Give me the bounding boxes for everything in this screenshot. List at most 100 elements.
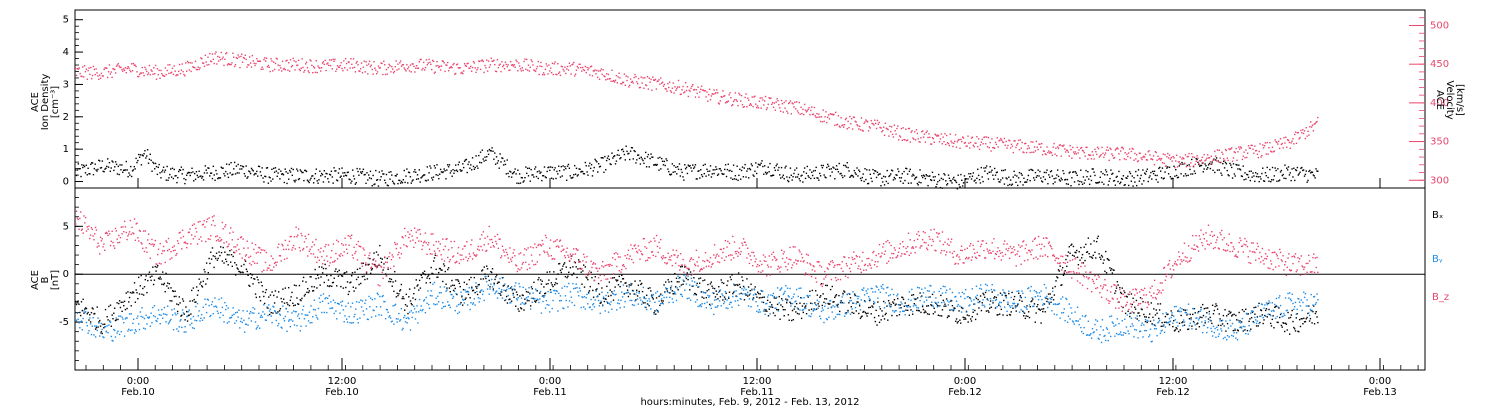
bx-point	[400, 283, 403, 286]
density-point	[968, 172, 970, 175]
bx-point	[546, 271, 548, 273]
velocity-point	[888, 135, 890, 137]
density-point	[1168, 166, 1171, 169]
bx-point	[1071, 254, 1074, 257]
velocity-point	[75, 74, 78, 77]
density-point	[1088, 178, 1090, 180]
bx-point	[1274, 305, 1277, 308]
density-point	[544, 176, 547, 178]
velocity-point	[643, 87, 645, 89]
velocity-point	[1081, 149, 1084, 152]
density-point	[238, 172, 240, 174]
by-point	[256, 326, 258, 329]
bx-point	[228, 254, 230, 256]
density-point	[309, 179, 311, 181]
density-point	[219, 177, 222, 179]
velocity-point	[313, 67, 316, 69]
bx-point	[552, 285, 554, 288]
bx-point	[1198, 326, 1201, 328]
bx-point	[673, 293, 675, 295]
bx-point	[787, 314, 790, 316]
density-point	[1064, 178, 1067, 181]
velocity-point	[1186, 156, 1188, 158]
velocity-point	[1017, 139, 1020, 142]
bx-point	[877, 301, 879, 303]
velocity-point	[976, 135, 978, 138]
bx-point	[924, 310, 926, 312]
bx-point	[423, 272, 425, 275]
bx-point	[809, 290, 811, 292]
bx-point	[931, 304, 933, 307]
by-point	[132, 322, 134, 325]
velocity-point	[207, 56, 209, 58]
density-point	[565, 179, 568, 181]
bx-point	[1014, 305, 1017, 307]
density-point	[1254, 180, 1256, 183]
density-point	[215, 169, 217, 172]
density-point	[585, 165, 587, 167]
velocity-point	[1265, 153, 1268, 155]
velocity-point	[1300, 129, 1302, 132]
by-point	[473, 298, 475, 300]
by-point	[148, 316, 151, 318]
velocity-point	[1169, 158, 1172, 160]
velocity-point	[432, 60, 435, 63]
velocity-point	[417, 67, 420, 69]
bx-point	[728, 291, 731, 293]
bx-point	[276, 296, 278, 298]
velocity-point	[403, 67, 405, 69]
velocity-point	[232, 52, 234, 54]
velocity-point	[933, 141, 935, 143]
bx-point	[954, 307, 956, 310]
density-point	[991, 169, 993, 171]
velocity-point	[516, 60, 518, 63]
velocity-point	[268, 66, 270, 68]
density-point	[203, 172, 206, 174]
density-point	[866, 169, 868, 171]
velocity-point	[103, 68, 105, 71]
by-point	[249, 310, 252, 313]
density-point	[148, 158, 151, 161]
bx-point	[710, 281, 712, 283]
density-point	[987, 178, 990, 180]
velocity-point	[260, 68, 262, 70]
bx-point	[636, 295, 639, 297]
velocity-point	[517, 70, 519, 72]
bx-point	[458, 282, 461, 285]
bx-point	[1002, 314, 1004, 316]
density-point	[924, 177, 927, 180]
density-point	[609, 163, 611, 165]
velocity-point	[228, 63, 230, 65]
bx-point	[656, 310, 659, 312]
velocity-point	[283, 67, 286, 70]
velocity-point	[735, 99, 737, 101]
density-point	[1295, 169, 1298, 172]
density-point	[429, 165, 431, 167]
density-point	[833, 167, 835, 169]
bx-point	[206, 278, 209, 280]
bx-point	[678, 281, 680, 283]
velocity-point	[285, 60, 287, 62]
bx-point	[251, 274, 253, 276]
density-point	[186, 172, 189, 174]
by-point	[432, 283, 434, 285]
velocity-point	[137, 75, 139, 78]
density-point	[206, 172, 208, 174]
bx-point	[548, 271, 551, 273]
bx-point	[1036, 305, 1038, 308]
velocity-point	[510, 64, 513, 66]
density-point	[136, 161, 138, 164]
velocity-point	[1180, 163, 1182, 166]
density-point	[402, 179, 405, 181]
density-point	[439, 168, 442, 171]
velocity-point	[1127, 155, 1129, 158]
bx-point	[94, 328, 97, 330]
bx-point	[183, 313, 185, 315]
bx-point	[674, 272, 676, 275]
velocity-point	[1076, 146, 1078, 149]
velocity-point	[691, 85, 693, 88]
bx-point	[824, 298, 826, 300]
density-point	[830, 168, 832, 170]
density-point	[856, 167, 858, 169]
velocity-point	[1002, 141, 1005, 144]
